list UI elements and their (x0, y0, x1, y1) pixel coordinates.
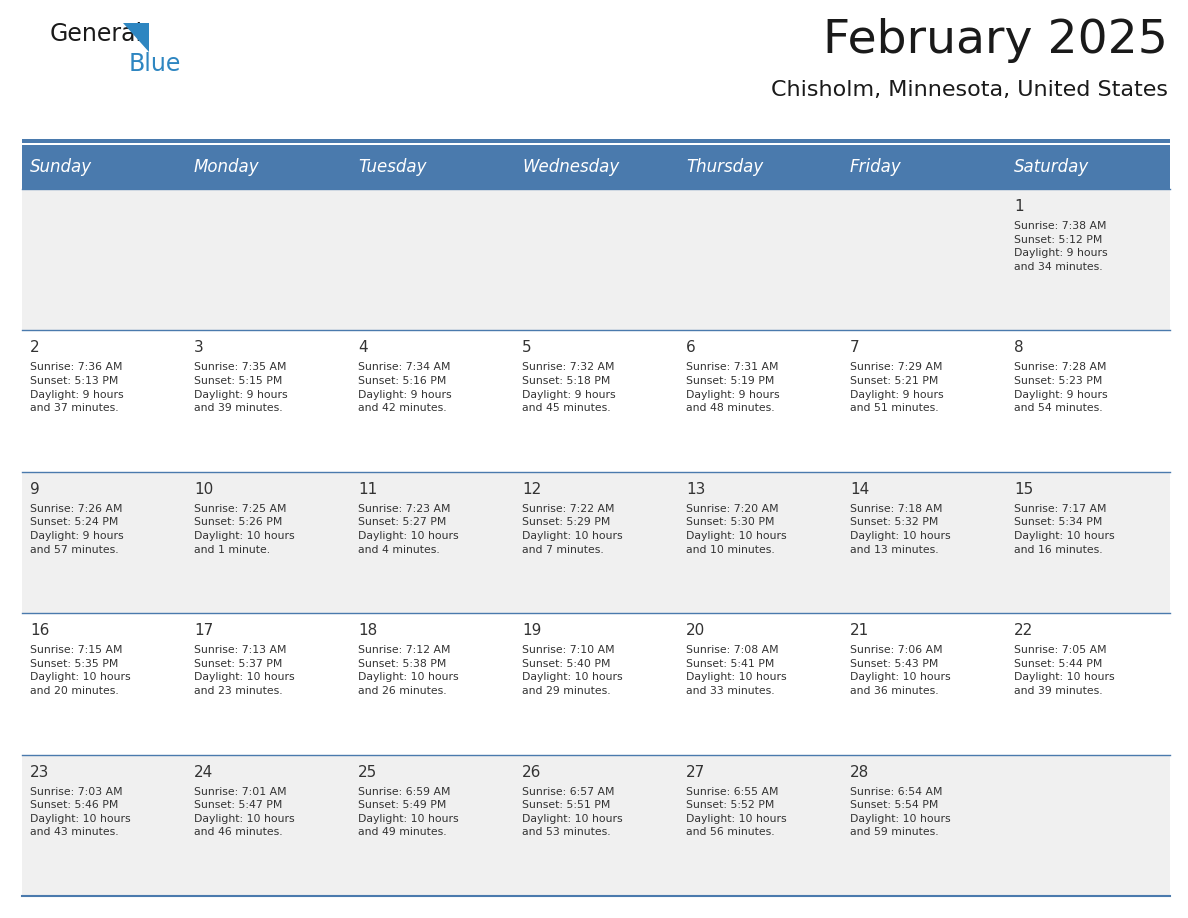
Text: 6: 6 (685, 341, 696, 355)
Text: 2: 2 (30, 341, 39, 355)
Text: 3: 3 (194, 341, 204, 355)
Text: 21: 21 (849, 623, 870, 638)
Text: Sunrise: 7:13 AM
Sunset: 5:37 PM
Daylight: 10 hours
and 23 minutes.: Sunrise: 7:13 AM Sunset: 5:37 PM Dayligh… (194, 645, 295, 696)
Text: Sunrise: 7:34 AM
Sunset: 5:16 PM
Daylight: 9 hours
and 42 minutes.: Sunrise: 7:34 AM Sunset: 5:16 PM Dayligh… (358, 363, 451, 413)
Text: 14: 14 (849, 482, 870, 497)
Text: 28: 28 (849, 765, 870, 779)
Text: Sunrise: 7:28 AM
Sunset: 5:23 PM
Daylight: 9 hours
and 54 minutes.: Sunrise: 7:28 AM Sunset: 5:23 PM Dayligh… (1015, 363, 1107, 413)
Text: 18: 18 (358, 623, 378, 638)
Text: Sunrise: 7:17 AM
Sunset: 5:34 PM
Daylight: 10 hours
and 16 minutes.: Sunrise: 7:17 AM Sunset: 5:34 PM Dayligh… (1015, 504, 1114, 554)
Text: Wednesday: Wednesday (522, 158, 619, 176)
Text: Sunrise: 7:06 AM
Sunset: 5:43 PM
Daylight: 10 hours
and 36 minutes.: Sunrise: 7:06 AM Sunset: 5:43 PM Dayligh… (849, 645, 950, 696)
Text: 27: 27 (685, 765, 706, 779)
Text: Sunrise: 7:36 AM
Sunset: 5:13 PM
Daylight: 9 hours
and 37 minutes.: Sunrise: 7:36 AM Sunset: 5:13 PM Dayligh… (30, 363, 124, 413)
Text: Monday: Monday (194, 158, 260, 176)
Text: Sunrise: 7:22 AM
Sunset: 5:29 PM
Daylight: 10 hours
and 7 minutes.: Sunrise: 7:22 AM Sunset: 5:29 PM Dayligh… (522, 504, 623, 554)
Text: 26: 26 (522, 765, 542, 779)
Text: 13: 13 (685, 482, 706, 497)
Text: 25: 25 (358, 765, 378, 779)
Text: 10: 10 (194, 482, 214, 497)
Bar (23, 613, 1170, 755)
Text: Sunrise: 7:03 AM
Sunset: 5:46 PM
Daylight: 10 hours
and 43 minutes.: Sunrise: 7:03 AM Sunset: 5:46 PM Dayligh… (30, 787, 131, 837)
Text: Sunrise: 7:18 AM
Sunset: 5:32 PM
Daylight: 10 hours
and 13 minutes.: Sunrise: 7:18 AM Sunset: 5:32 PM Dayligh… (849, 504, 950, 554)
Text: Sunrise: 7:25 AM
Sunset: 5:26 PM
Daylight: 10 hours
and 1 minute.: Sunrise: 7:25 AM Sunset: 5:26 PM Dayligh… (194, 504, 295, 554)
Text: Sunrise: 7:08 AM
Sunset: 5:41 PM
Daylight: 10 hours
and 33 minutes.: Sunrise: 7:08 AM Sunset: 5:41 PM Dayligh… (685, 645, 786, 696)
Text: Sunrise: 7:23 AM
Sunset: 5:27 PM
Daylight: 10 hours
and 4 minutes.: Sunrise: 7:23 AM Sunset: 5:27 PM Dayligh… (358, 504, 459, 554)
Text: 15: 15 (1015, 482, 1034, 497)
Text: Sunrise: 7:38 AM
Sunset: 5:12 PM
Daylight: 9 hours
and 34 minutes.: Sunrise: 7:38 AM Sunset: 5:12 PM Dayligh… (1015, 221, 1107, 272)
Polygon shape (124, 23, 150, 52)
Text: February 2025: February 2025 (823, 18, 1168, 63)
Text: Sunrise: 6:54 AM
Sunset: 5:54 PM
Daylight: 10 hours
and 59 minutes.: Sunrise: 6:54 AM Sunset: 5:54 PM Dayligh… (849, 787, 950, 837)
Text: 1: 1 (1015, 199, 1024, 214)
Text: 5: 5 (522, 341, 531, 355)
Text: 4: 4 (358, 341, 367, 355)
Text: Sunrise: 7:32 AM
Sunset: 5:18 PM
Daylight: 9 hours
and 45 minutes.: Sunrise: 7:32 AM Sunset: 5:18 PM Dayligh… (522, 363, 615, 413)
Text: Sunrise: 7:29 AM
Sunset: 5:21 PM
Daylight: 9 hours
and 51 minutes.: Sunrise: 7:29 AM Sunset: 5:21 PM Dayligh… (849, 363, 943, 413)
Text: 17: 17 (194, 623, 214, 638)
Text: Sunrise: 7:31 AM
Sunset: 5:19 PM
Daylight: 9 hours
and 48 minutes.: Sunrise: 7:31 AM Sunset: 5:19 PM Dayligh… (685, 363, 779, 413)
Text: Sunrise: 7:15 AM
Sunset: 5:35 PM
Daylight: 10 hours
and 20 minutes.: Sunrise: 7:15 AM Sunset: 5:35 PM Dayligh… (30, 645, 131, 696)
Text: 22: 22 (1015, 623, 1034, 638)
Bar (23, 472, 1170, 613)
Text: 19: 19 (522, 623, 542, 638)
Text: Friday: Friday (849, 158, 902, 176)
Bar (23, 755, 1170, 896)
Text: Sunday: Sunday (30, 158, 93, 176)
Text: Sunrise: 7:26 AM
Sunset: 5:24 PM
Daylight: 9 hours
and 57 minutes.: Sunrise: 7:26 AM Sunset: 5:24 PM Dayligh… (30, 504, 124, 554)
Text: Blue: Blue (128, 52, 181, 76)
Text: Sunrise: 7:01 AM
Sunset: 5:47 PM
Daylight: 10 hours
and 46 minutes.: Sunrise: 7:01 AM Sunset: 5:47 PM Dayligh… (194, 787, 295, 837)
Text: Sunrise: 7:10 AM
Sunset: 5:40 PM
Daylight: 10 hours
and 29 minutes.: Sunrise: 7:10 AM Sunset: 5:40 PM Dayligh… (522, 645, 623, 696)
Text: 7: 7 (849, 341, 860, 355)
Text: Sunrise: 6:59 AM
Sunset: 5:49 PM
Daylight: 10 hours
and 49 minutes.: Sunrise: 6:59 AM Sunset: 5:49 PM Dayligh… (358, 787, 459, 837)
Text: Sunrise: 7:20 AM
Sunset: 5:30 PM
Daylight: 10 hours
and 10 minutes.: Sunrise: 7:20 AM Sunset: 5:30 PM Dayligh… (685, 504, 786, 554)
Text: 23: 23 (30, 765, 50, 779)
Bar (23, 145, 1170, 189)
Text: 16: 16 (30, 623, 50, 638)
Text: 20: 20 (685, 623, 706, 638)
Text: General: General (50, 22, 143, 46)
Text: Tuesday: Tuesday (358, 158, 426, 176)
Bar (23, 330, 1170, 472)
Bar (23, 189, 1170, 330)
Text: 24: 24 (194, 765, 214, 779)
Text: Saturday: Saturday (1015, 158, 1089, 176)
Text: 8: 8 (1015, 341, 1024, 355)
Bar (23, 139, 1170, 143)
Text: Sunrise: 6:55 AM
Sunset: 5:52 PM
Daylight: 10 hours
and 56 minutes.: Sunrise: 6:55 AM Sunset: 5:52 PM Dayligh… (685, 787, 786, 837)
Text: Sunrise: 7:12 AM
Sunset: 5:38 PM
Daylight: 10 hours
and 26 minutes.: Sunrise: 7:12 AM Sunset: 5:38 PM Dayligh… (358, 645, 459, 696)
Text: Chisholm, Minnesota, United States: Chisholm, Minnesota, United States (771, 80, 1168, 100)
Text: 9: 9 (30, 482, 39, 497)
Text: 12: 12 (522, 482, 542, 497)
Text: Sunrise: 6:57 AM
Sunset: 5:51 PM
Daylight: 10 hours
and 53 minutes.: Sunrise: 6:57 AM Sunset: 5:51 PM Dayligh… (522, 787, 623, 837)
Text: Sunrise: 7:35 AM
Sunset: 5:15 PM
Daylight: 9 hours
and 39 minutes.: Sunrise: 7:35 AM Sunset: 5:15 PM Dayligh… (194, 363, 287, 413)
Text: Sunrise: 7:05 AM
Sunset: 5:44 PM
Daylight: 10 hours
and 39 minutes.: Sunrise: 7:05 AM Sunset: 5:44 PM Dayligh… (1015, 645, 1114, 696)
Text: Thursday: Thursday (685, 158, 763, 176)
Text: 11: 11 (358, 482, 378, 497)
